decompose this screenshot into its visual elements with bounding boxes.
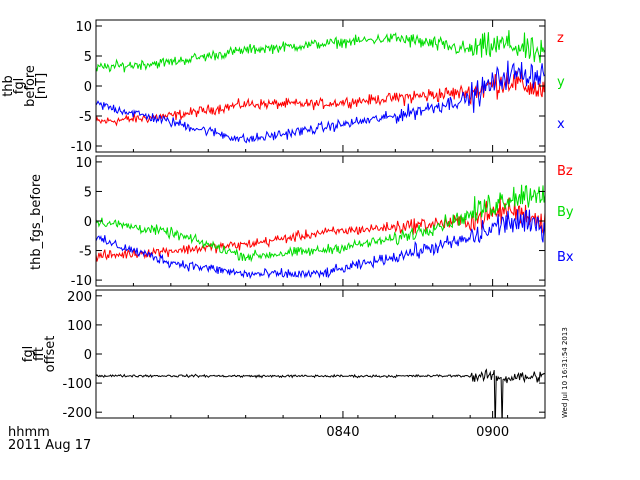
y-tick-label: 5 [84, 185, 92, 200]
series-line-y [96, 30, 545, 73]
panel-2: 10 5 0 -5 -10 thb_fgs_before Bz By Bx [29, 155, 574, 289]
y-axis-label: fgl [12, 78, 27, 94]
y-axis-label: offset [43, 336, 58, 373]
y-tick-label: 5 [84, 50, 92, 65]
y-tick-label: 0 [84, 348, 92, 363]
series-line-z [96, 68, 545, 127]
legend-x: x [557, 117, 565, 132]
y-tick-label: -10 [71, 274, 92, 289]
x-tick-label: 0840 [326, 425, 359, 440]
x-axis: 0840 0900 [95, 20, 546, 440]
series-line-bz [96, 196, 545, 262]
y-axis-label: [nT] [34, 73, 49, 99]
date-label: 2011 Aug 17 [8, 438, 91, 453]
y-tick-label: -200 [62, 406, 92, 421]
y-tick-label: -5 [79, 245, 92, 260]
panel-frame [95, 289, 546, 419]
series-line-by [96, 184, 545, 263]
y-axis-label: thb [1, 75, 16, 97]
series-line-x [96, 60, 545, 144]
y-tick-label: 200 [67, 290, 92, 305]
legend-y: y [557, 75, 565, 90]
y-axis-label: thb_fgs_before [29, 174, 44, 270]
legend-bx: Bx [557, 250, 574, 265]
y-tick-label: -100 [62, 377, 92, 392]
y-tick-label: 10 [75, 156, 92, 171]
y-tick-label: 0 [84, 215, 92, 230]
y-tick-label: 10 [75, 20, 92, 35]
legend-by: By [557, 205, 574, 220]
y-axis-label: before [23, 65, 38, 107]
x-tick-label: 0900 [476, 425, 509, 440]
y-axis-label: fgl [21, 346, 36, 362]
y-axis-label: fft [32, 347, 47, 361]
panels: 1050-5-10thbfglbefore[nT]zyx1050-5-10thb… [1, 19, 574, 421]
y-tick-label: 0 [84, 80, 92, 95]
y-tick-label: -5 [79, 110, 92, 125]
x-unit-label: hhmm [8, 425, 50, 440]
y-tick-label: -10 [71, 140, 92, 155]
series-line-bx [96, 209, 545, 280]
timestamp: Wed Jul 10 16:31:54 2013 [561, 327, 569, 418]
legend-bz: Bz [557, 164, 573, 179]
y-tick-label: 100 [67, 319, 92, 334]
legend-z: z [557, 31, 564, 46]
series-line-offset [96, 368, 545, 418]
